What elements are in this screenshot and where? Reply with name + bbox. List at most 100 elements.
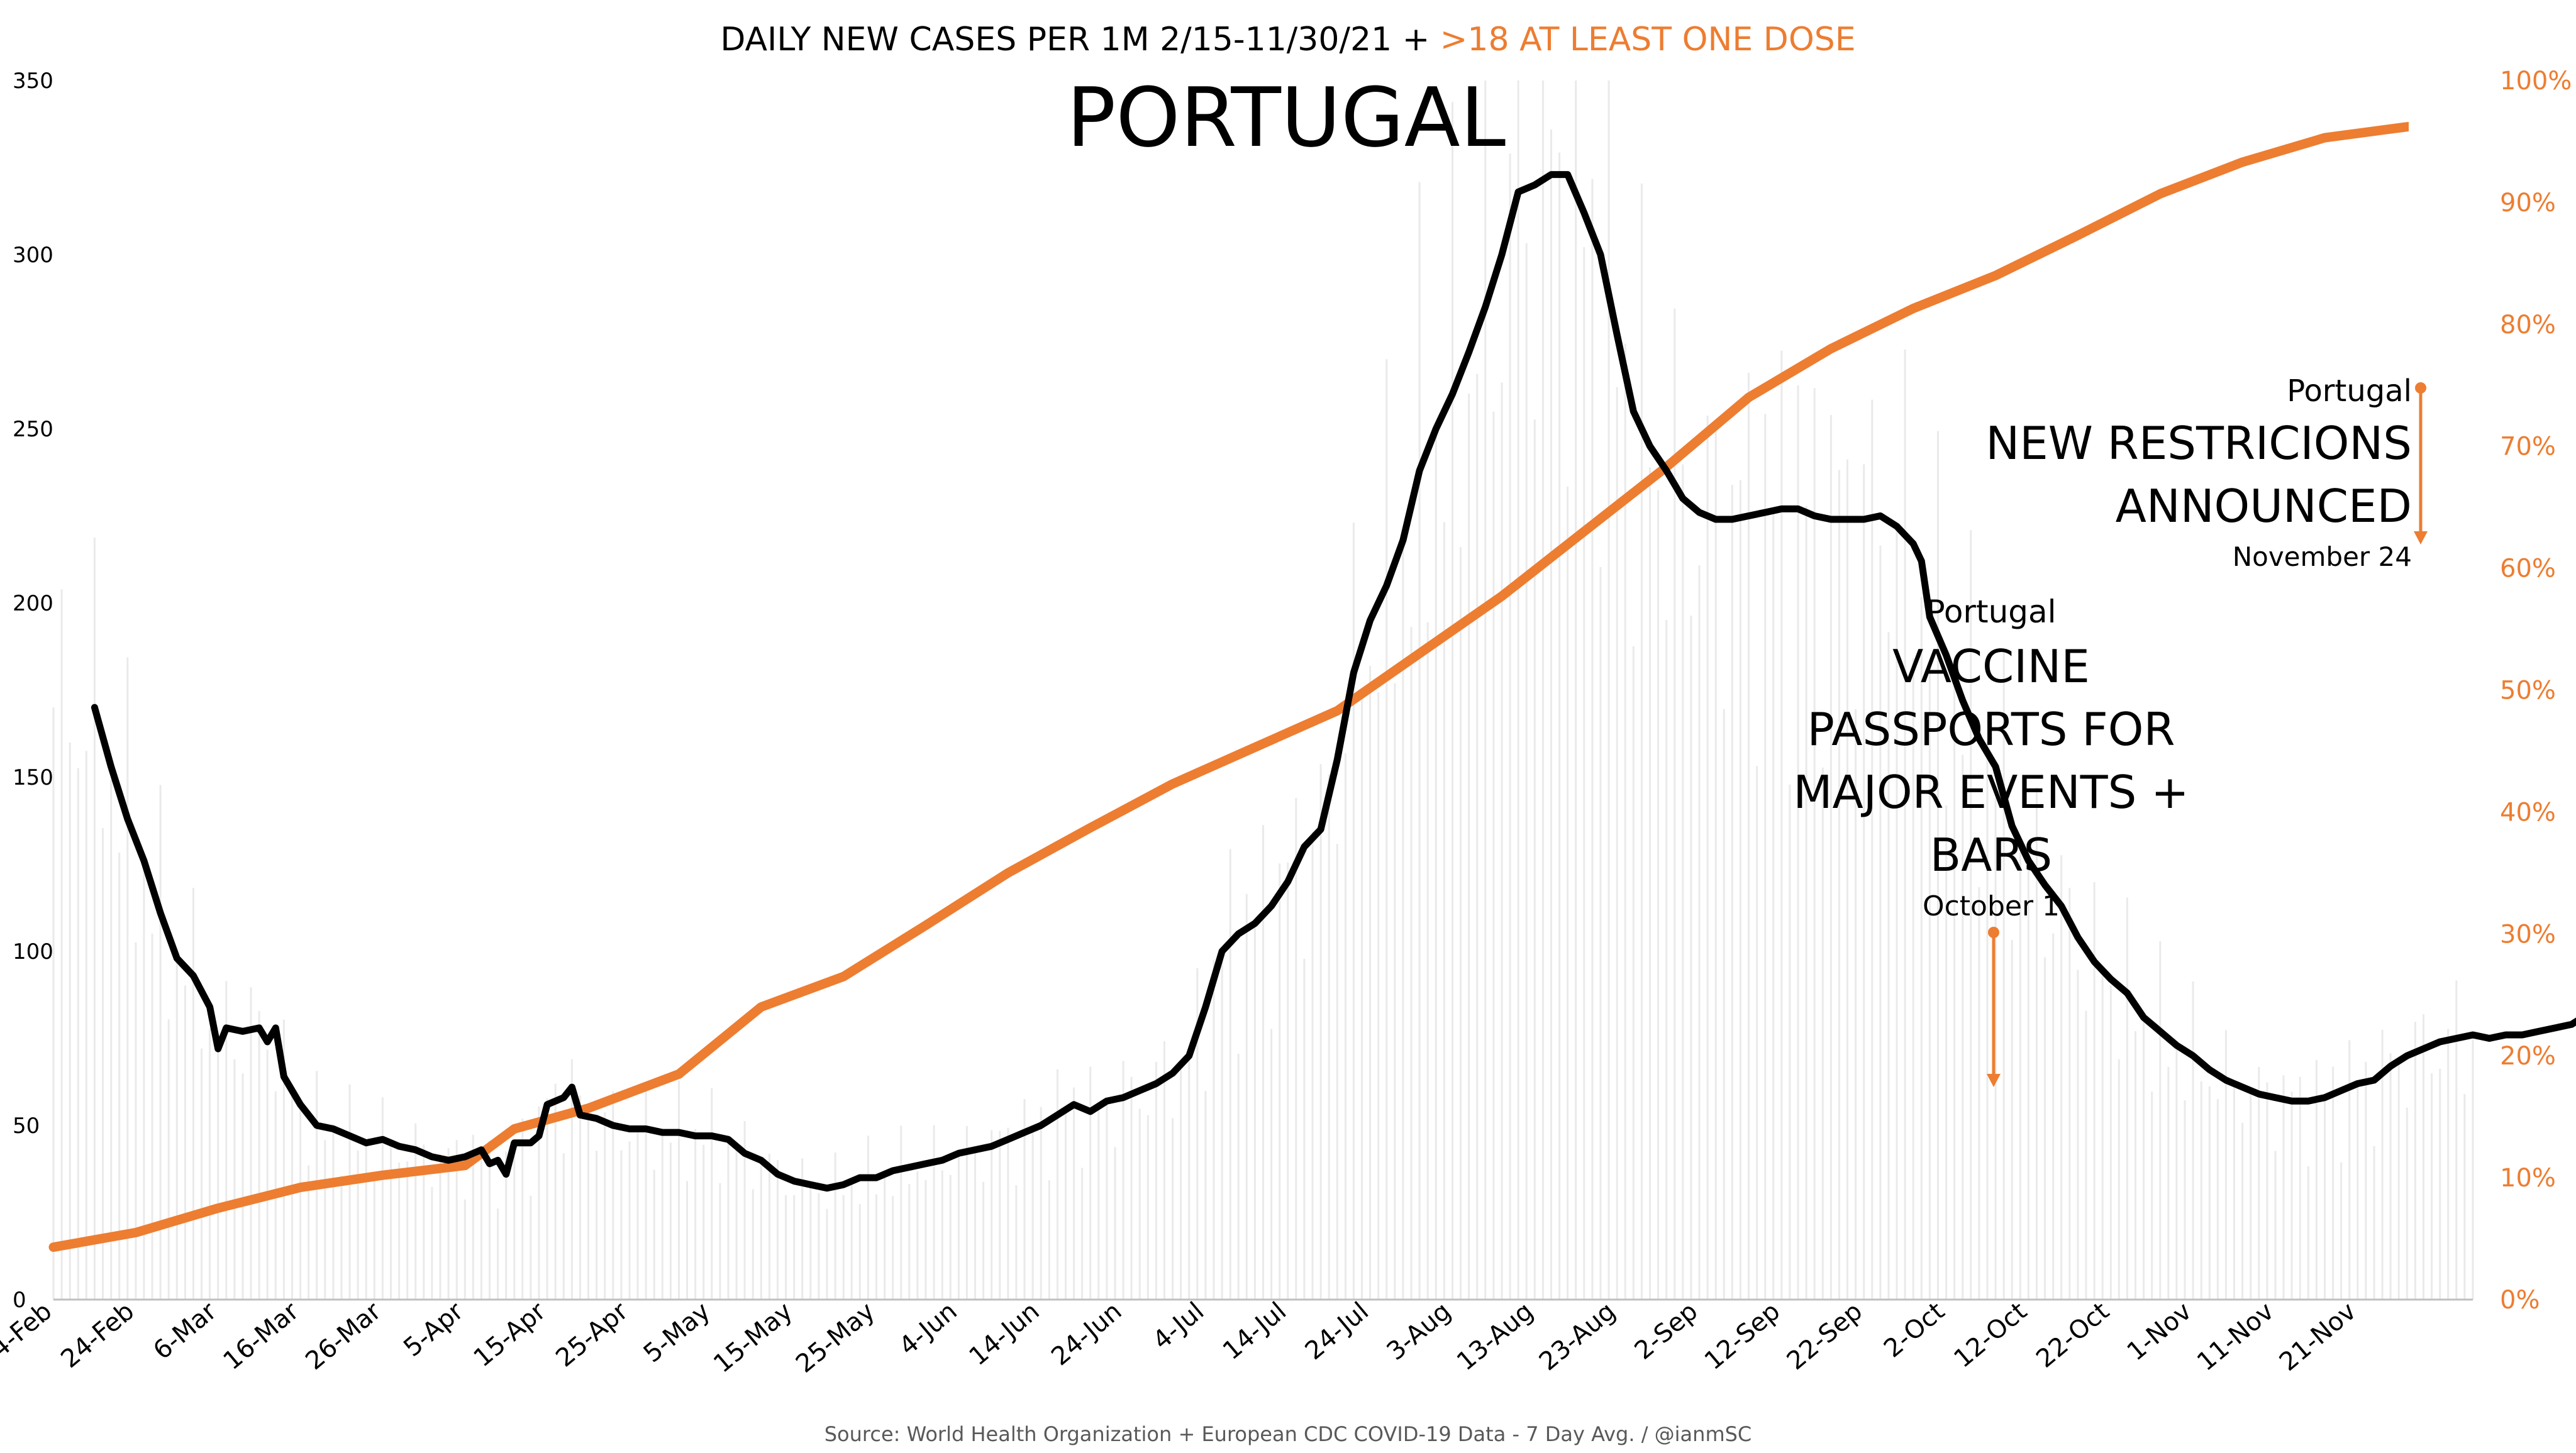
daily-bar xyxy=(2357,1083,2359,1300)
daily-bar xyxy=(250,987,252,1300)
country-title: PORTUGAL xyxy=(1067,70,1506,165)
daily-bar xyxy=(1221,958,1223,1300)
daily-bar xyxy=(2266,1082,2268,1300)
daily-bar xyxy=(2184,1100,2186,1300)
daily-bar xyxy=(521,1119,524,1300)
annotation-passports-line1: VACCINE xyxy=(1892,640,2090,693)
daily-bar xyxy=(60,589,63,1300)
daily-bar xyxy=(1698,565,1701,1300)
daily-bar xyxy=(661,1131,663,1300)
daily-bar xyxy=(1780,350,1783,1300)
daily-bar xyxy=(2315,1059,2318,1300)
daily-bar xyxy=(423,1144,425,1300)
daily-bar xyxy=(2241,1122,2244,1300)
daily-bar xyxy=(2135,1031,2136,1300)
y-right-tick-0: 0% xyxy=(2500,1286,2540,1315)
daily-bar xyxy=(612,1091,614,1300)
daily-bar xyxy=(1558,152,1561,1300)
daily-bar xyxy=(1772,508,1775,1300)
daily-bar xyxy=(77,768,79,1300)
daily-bar xyxy=(530,1195,532,1300)
daily-bar xyxy=(1616,387,1618,1300)
x-tick-5-apr: 5-Apr xyxy=(398,1296,469,1362)
y-right-tick-70: 70% xyxy=(2500,433,2556,461)
daily-bar xyxy=(1657,490,1660,1300)
x-tick-22-oct: 22-Oct xyxy=(2031,1296,2114,1373)
daily-bar xyxy=(93,538,96,1300)
x-tick-4-jun: 4-Jun xyxy=(894,1296,963,1361)
daily-bar xyxy=(1270,1029,1273,1300)
x-tick-15-may: 15-May xyxy=(708,1296,798,1378)
daily-bar xyxy=(1533,419,1536,1300)
daily-bar xyxy=(1706,416,1709,1300)
daily-bar xyxy=(1928,664,1931,1300)
y-left-tick-150: 150 xyxy=(13,765,53,790)
daily-bar xyxy=(472,1134,474,1300)
daily-bar xyxy=(834,1152,836,1300)
y-axis-left: 0 50 100 150 200 250 300 350 xyxy=(13,69,53,1313)
daily-bar xyxy=(842,1195,845,1300)
x-tick-6-mar: 6-Mar xyxy=(148,1296,222,1366)
daily-bar xyxy=(1138,1108,1141,1300)
daily-bar xyxy=(735,1146,738,1300)
daily-bar xyxy=(1196,968,1199,1300)
daily-bar xyxy=(546,1098,548,1300)
daily-bar xyxy=(225,981,228,1300)
daily-bar xyxy=(711,1088,713,1300)
daily-bar xyxy=(2101,976,2104,1300)
daily-bar xyxy=(1846,459,1848,1300)
daily-bar xyxy=(1714,424,1717,1300)
daily-bar xyxy=(719,1183,721,1300)
daily-bar xyxy=(505,1151,508,1300)
daily-bar xyxy=(2109,985,2112,1300)
daily-bar xyxy=(348,1084,351,1300)
daily-bar xyxy=(1509,153,1511,1300)
daily-bar xyxy=(2423,1014,2424,1300)
annotation-passports-line2: PASSPORTS FOR xyxy=(1807,703,2175,756)
daily-bar xyxy=(381,1097,384,1300)
daily-bar xyxy=(2151,1091,2153,1300)
daily-bar xyxy=(1764,414,1767,1300)
daily-bar xyxy=(2389,1053,2392,1300)
daily-bar xyxy=(266,1049,269,1300)
daily-bar xyxy=(620,1150,623,1300)
daily-bar xyxy=(1665,620,1668,1300)
daily-bar xyxy=(1073,1087,1075,1300)
y-axis-right: 0% 10% 20% 30% 40% 50% 60% 70% 80% 90% 100% xyxy=(2500,67,2572,1315)
daily-bar xyxy=(159,785,162,1300)
annotation-passports-dot xyxy=(1988,927,1999,938)
daily-bar xyxy=(916,1171,919,1300)
daily-bar xyxy=(1048,1180,1050,1300)
daily-bar xyxy=(2077,970,2079,1300)
daily-bar xyxy=(324,1140,326,1300)
daily-bar xyxy=(1443,522,1445,1300)
daily-bar xyxy=(489,1141,491,1300)
x-tick-2-sep: 2-Sep xyxy=(1629,1296,1704,1365)
vaccine-line xyxy=(48,121,2409,1252)
daily-bar xyxy=(332,1124,335,1300)
daily-bar xyxy=(562,1153,565,1300)
daily-bar xyxy=(1575,80,1577,1300)
daily-bar xyxy=(118,853,121,1300)
daily-bar xyxy=(694,1129,697,1300)
daily-bar xyxy=(1172,1118,1174,1300)
daily-bar xyxy=(192,888,194,1300)
daily-bar xyxy=(2126,897,2128,1300)
daily-bar xyxy=(2463,1094,2466,1300)
daily-bar xyxy=(1188,1049,1191,1300)
daily-bar xyxy=(596,1151,598,1300)
daily-bar xyxy=(924,1180,927,1300)
daily-bar xyxy=(1122,1061,1124,1300)
daily-bar xyxy=(1690,616,1692,1300)
daily-bar xyxy=(258,1010,260,1300)
daily-bar xyxy=(1731,485,1733,1300)
x-tick-16-mar: 16-Mar xyxy=(218,1296,305,1376)
daily-bar xyxy=(1896,531,1898,1300)
daily-bar xyxy=(1517,80,1519,1300)
daily-bar xyxy=(1674,308,1676,1300)
daily-bar xyxy=(2431,1073,2433,1300)
x-tick-22-sep: 22-Sep xyxy=(1782,1296,1868,1376)
daily-bar xyxy=(1476,373,1479,1300)
